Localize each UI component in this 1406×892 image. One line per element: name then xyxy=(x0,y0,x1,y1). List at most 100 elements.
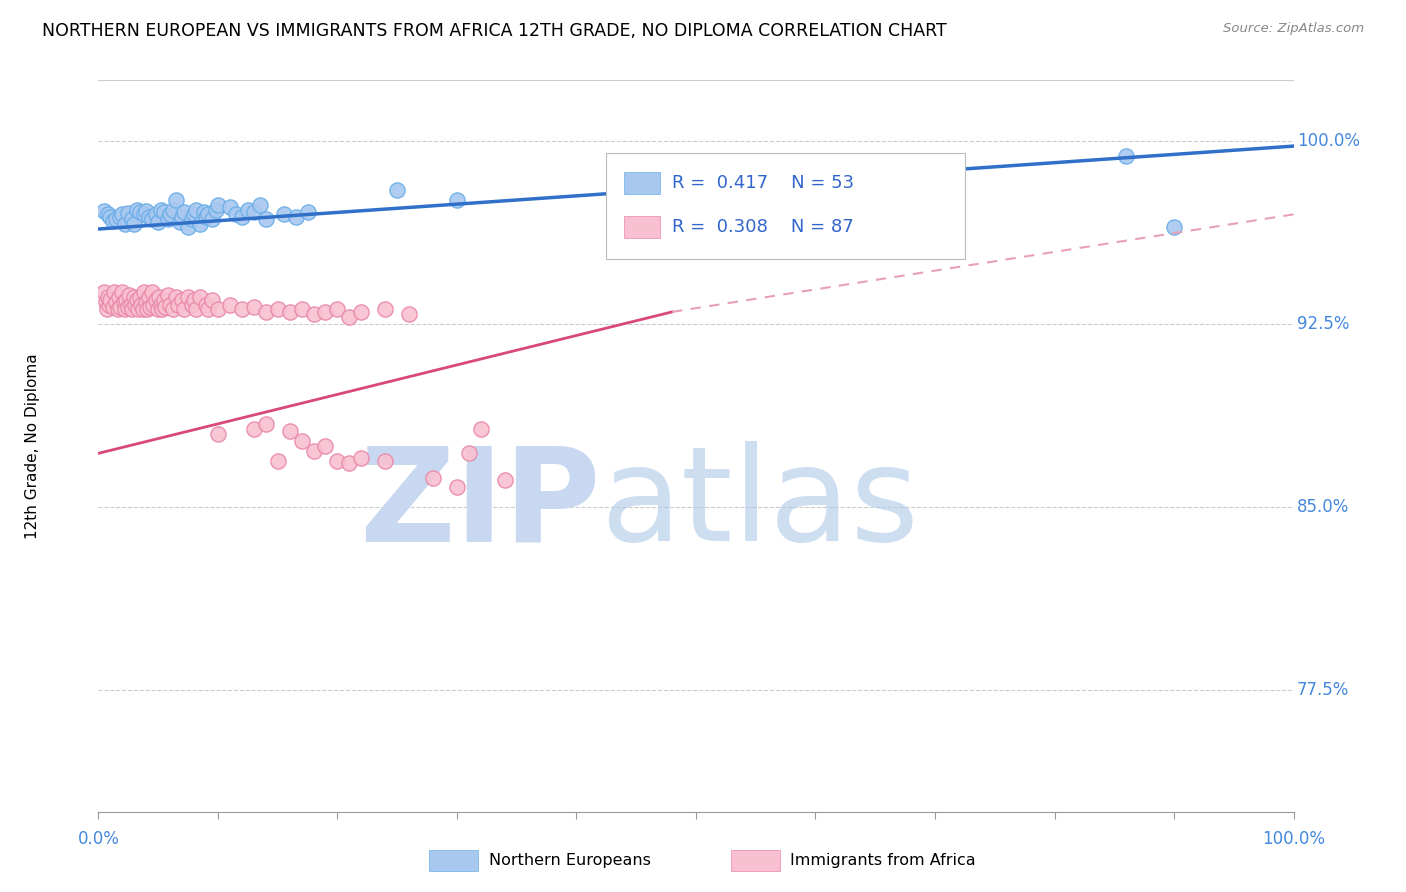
Point xyxy=(183,293,205,307)
Text: 12th Grade, No Diploma: 12th Grade, No Diploma xyxy=(25,353,41,539)
Point xyxy=(105,212,128,227)
Text: R =  0.308    N = 87: R = 0.308 N = 87 xyxy=(672,218,853,235)
Point xyxy=(94,295,117,310)
Point xyxy=(470,422,492,436)
Point xyxy=(162,302,184,317)
Point xyxy=(337,310,360,324)
Point xyxy=(153,205,176,219)
Point xyxy=(96,302,118,317)
Point xyxy=(207,302,229,317)
Point xyxy=(172,210,194,224)
Point xyxy=(172,293,194,307)
Point xyxy=(132,285,155,300)
Point xyxy=(129,205,152,219)
Point xyxy=(267,302,290,317)
Point xyxy=(149,202,172,217)
Point xyxy=(131,302,153,317)
Point xyxy=(156,212,179,227)
Point xyxy=(114,217,136,231)
Point xyxy=(183,207,205,221)
Point xyxy=(114,302,136,317)
Point xyxy=(155,300,177,314)
Text: Northern Europeans: Northern Europeans xyxy=(489,854,651,868)
Point xyxy=(141,285,163,300)
Point xyxy=(278,305,301,319)
Point xyxy=(249,197,271,211)
Point xyxy=(167,297,190,311)
Point xyxy=(127,302,149,317)
Point xyxy=(326,302,349,317)
Point xyxy=(180,212,202,227)
Point xyxy=(169,215,191,229)
Point xyxy=(177,290,200,304)
Point xyxy=(236,202,259,217)
Point xyxy=(290,434,312,449)
Point xyxy=(374,302,396,317)
Point xyxy=(254,212,277,227)
Point xyxy=(197,302,219,317)
Point xyxy=(243,205,266,219)
Point xyxy=(162,202,184,217)
Point xyxy=(165,290,187,304)
Point xyxy=(177,219,200,234)
Point xyxy=(278,425,301,439)
Point xyxy=(446,480,468,494)
Text: NORTHERN EUROPEAN VS IMMIGRANTS FROM AFRICA 12TH GRADE, NO DIPLOMA CORRELATION C: NORTHERN EUROPEAN VS IMMIGRANTS FROM AFR… xyxy=(42,22,946,40)
Point xyxy=(121,212,143,227)
Point xyxy=(204,202,226,217)
Point xyxy=(422,471,444,485)
Point xyxy=(297,205,319,219)
Point xyxy=(148,215,170,229)
Point xyxy=(207,426,229,441)
Text: 100.0%: 100.0% xyxy=(1298,132,1360,150)
Point xyxy=(125,293,148,307)
Point xyxy=(267,453,290,467)
Point xyxy=(103,285,125,300)
Point xyxy=(1115,149,1137,163)
Point xyxy=(142,297,165,311)
Point xyxy=(194,297,217,311)
Point xyxy=(254,305,277,319)
Point xyxy=(131,297,153,311)
Point xyxy=(107,302,129,317)
Text: Immigrants from Africa: Immigrants from Africa xyxy=(790,854,976,868)
Point xyxy=(98,211,122,225)
Point xyxy=(136,302,159,317)
FancyBboxPatch shape xyxy=(624,216,661,237)
FancyBboxPatch shape xyxy=(606,153,965,260)
Point xyxy=(186,202,208,217)
Point xyxy=(118,288,141,302)
Point xyxy=(108,300,131,314)
Point xyxy=(98,293,122,307)
Point xyxy=(129,290,152,304)
Point xyxy=(107,290,129,304)
Point xyxy=(135,295,157,310)
Point xyxy=(124,297,146,311)
Point xyxy=(1163,219,1185,234)
Point xyxy=(315,439,337,453)
Point xyxy=(494,473,516,487)
Point xyxy=(207,197,229,211)
Point xyxy=(117,300,139,314)
Point xyxy=(180,297,202,311)
Point xyxy=(101,300,124,314)
Point xyxy=(115,293,138,307)
Point xyxy=(374,453,396,467)
Point xyxy=(284,210,307,224)
Point xyxy=(188,290,211,304)
Point xyxy=(273,207,295,221)
Point xyxy=(201,293,224,307)
Point xyxy=(231,302,253,317)
Point xyxy=(138,210,160,224)
Point xyxy=(326,453,349,467)
Point xyxy=(145,207,167,221)
Point xyxy=(193,205,215,219)
Text: 85.0%: 85.0% xyxy=(1298,498,1350,516)
Point xyxy=(398,307,420,321)
Point xyxy=(173,205,195,219)
Point xyxy=(197,207,219,221)
Point xyxy=(124,217,146,231)
Text: R =  0.417    N = 53: R = 0.417 N = 53 xyxy=(672,174,855,192)
Point xyxy=(132,207,155,221)
Point xyxy=(337,456,360,470)
